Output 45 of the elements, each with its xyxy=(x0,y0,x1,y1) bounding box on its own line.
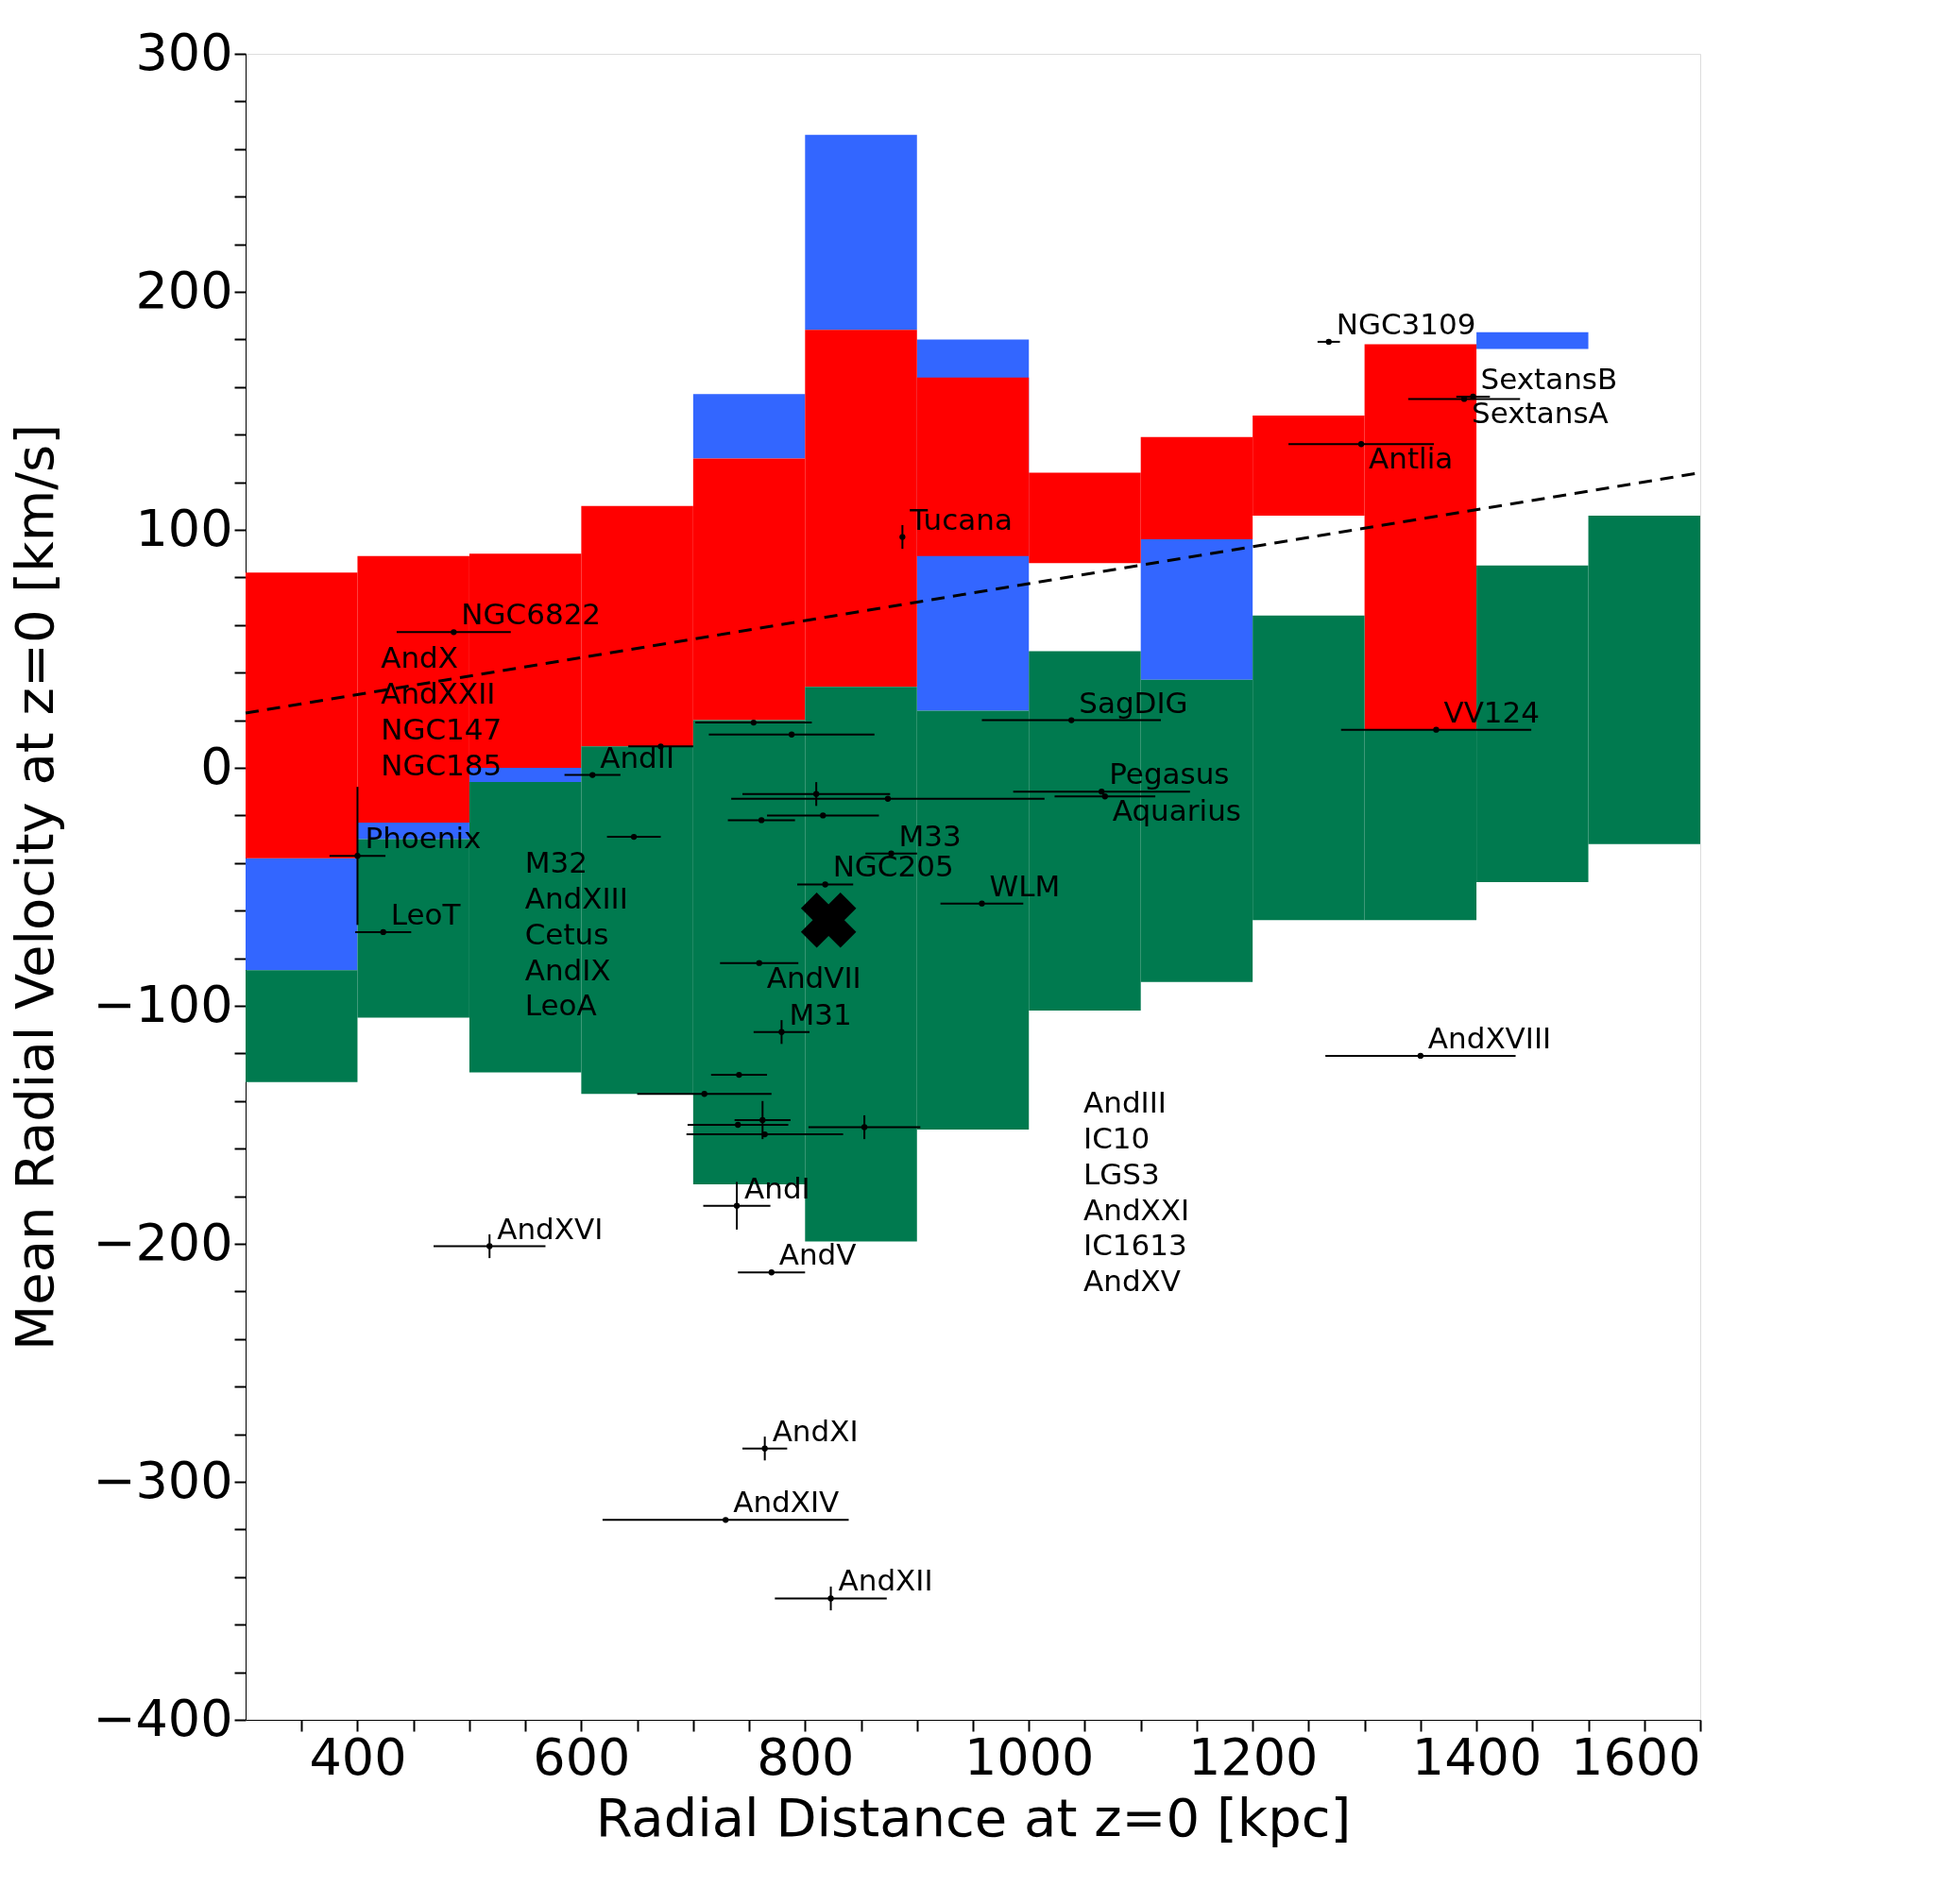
y-tick-label: 300 xyxy=(135,22,233,82)
x-tick-label: 1000 xyxy=(964,1726,1095,1787)
annotation: Tucana xyxy=(909,502,1013,536)
annotation: Aquarius xyxy=(1112,793,1241,828)
annotation: Antlia xyxy=(1369,441,1454,476)
annotation: Pegasus xyxy=(1109,756,1230,791)
y-tick-label: −200 xyxy=(93,1212,233,1272)
bar xyxy=(1140,539,1253,680)
annotation: AndXII xyxy=(838,1563,933,1598)
annotation: M32 AndXIII Cetus AndIX LeoA xyxy=(524,845,628,1023)
bar xyxy=(805,134,917,331)
annotation: AndXIV xyxy=(733,1485,840,1520)
annotation: SagDIG xyxy=(1079,685,1188,720)
annotation: AndXVI xyxy=(497,1211,604,1246)
x-tick-label: 1400 xyxy=(1411,1726,1542,1787)
annotation: AndXI xyxy=(772,1413,859,1448)
y-tick-label: −400 xyxy=(93,1688,233,1748)
annotation: NGC6822 xyxy=(461,597,602,632)
annotation: AndVII xyxy=(766,960,861,994)
annotation: SextansB xyxy=(1480,361,1618,396)
y-tick-label: −100 xyxy=(93,974,233,1034)
bar xyxy=(692,394,806,459)
annotation: AndX AndXXII NGC147 NGC185 xyxy=(381,640,503,782)
x-tick-label: 600 xyxy=(533,1726,631,1787)
annotation: AndXVIII xyxy=(1427,1020,1552,1055)
point xyxy=(800,892,857,948)
annotation: LeoT xyxy=(390,896,462,931)
x-tick-label: 1200 xyxy=(1187,1726,1319,1787)
annotation: AndII xyxy=(600,740,675,774)
annotation: M31 xyxy=(789,996,852,1031)
x-tick-label: 800 xyxy=(757,1726,855,1787)
annotation: WLM xyxy=(989,868,1061,903)
y-axis-title: Mean Radial Velocity at z=0 [km/s] xyxy=(4,423,66,1352)
bar xyxy=(1476,332,1589,349)
annotation: NGC3109 xyxy=(1336,306,1476,341)
y-tick-label: 100 xyxy=(135,498,233,558)
x-tick-label: 1600 xyxy=(1571,1726,1701,1787)
bar xyxy=(246,858,358,971)
y-tick-label: −300 xyxy=(93,1450,233,1510)
y-tick-label: 200 xyxy=(135,260,233,320)
y-tick-label: 0 xyxy=(200,736,233,796)
x-tick-label: 400 xyxy=(309,1726,407,1787)
annotation: AndV xyxy=(778,1237,857,1272)
x-axis-title: Radial Distance at z=0 [kpc] xyxy=(595,1786,1352,1848)
annotation: AndIII IC10 LGS3 AndXXI IC1613 AndXV xyxy=(1083,1085,1190,1299)
